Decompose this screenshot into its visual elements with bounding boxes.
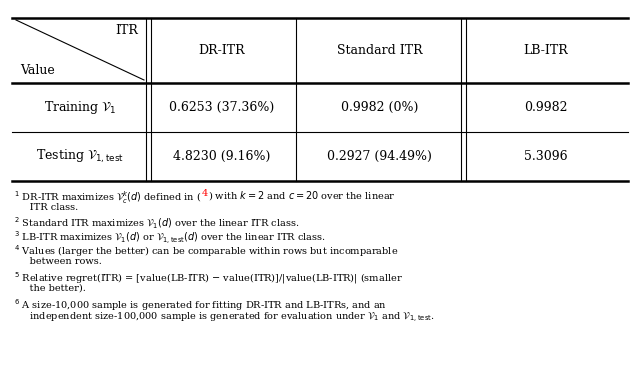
Text: $^5$ Relative regret(ITR) = [value(LB-ITR) $-$ value(ITR)]/|value(LB-ITR)| (smal: $^5$ Relative regret(ITR) = [value(LB-IT… bbox=[14, 270, 403, 286]
Text: the better).: the better). bbox=[14, 283, 86, 292]
Text: 0.6253 (37.36%): 0.6253 (37.36%) bbox=[170, 101, 275, 114]
Text: ITR: ITR bbox=[115, 24, 138, 37]
Text: ITR class.: ITR class. bbox=[14, 203, 78, 211]
Text: Testing $\mathcal{V}_{1,\mathrm{test}}$: Testing $\mathcal{V}_{1,\mathrm{test}}$ bbox=[36, 148, 124, 165]
Text: $^3$ LB-ITR maximizes $\mathcal{V}_1(d)$ or $\mathcal{V}_{1,\mathrm{test}}(d)$ o: $^3$ LB-ITR maximizes $\mathcal{V}_1(d)$… bbox=[14, 229, 326, 247]
Text: ) with $k = 2$ and $c = 20$ over the linear: ) with $k = 2$ and $c = 20$ over the lin… bbox=[207, 189, 396, 202]
Text: $^2$ Standard ITR maximizes $\mathcal{V}_1(d)$ over the linear ITR class.: $^2$ Standard ITR maximizes $\mathcal{V}… bbox=[14, 216, 300, 231]
Text: 0.9982: 0.9982 bbox=[524, 101, 567, 114]
Text: 4.8230 (9.16%): 4.8230 (9.16%) bbox=[173, 150, 271, 163]
Text: Value: Value bbox=[20, 64, 55, 77]
Text: $^1$ DR-ITR maximizes $\mathcal{V}_c^k(d)$ defined in (: $^1$ DR-ITR maximizes $\mathcal{V}_c^k(d… bbox=[14, 189, 202, 206]
Text: Standard ITR: Standard ITR bbox=[337, 44, 422, 57]
Text: $^4$ Values (larger the better) can be comparable within rows but incomparable: $^4$ Values (larger the better) can be c… bbox=[14, 243, 398, 259]
Text: $^6$ A size-10,000 sample is generated for fitting DR-ITR and LB-ITRs, and an: $^6$ A size-10,000 sample is generated f… bbox=[14, 297, 387, 313]
Text: between rows.: between rows. bbox=[14, 257, 102, 266]
Text: 0.2927 (94.49%): 0.2927 (94.49%) bbox=[327, 150, 432, 163]
Text: DR-ITR: DR-ITR bbox=[198, 44, 245, 57]
Text: 5.3096: 5.3096 bbox=[524, 150, 567, 163]
Text: Training $\mathcal{V}_1$: Training $\mathcal{V}_1$ bbox=[44, 99, 116, 116]
Text: 0.9982 (0%): 0.9982 (0%) bbox=[341, 101, 418, 114]
Text: LB-ITR: LB-ITR bbox=[523, 44, 568, 57]
Text: 4: 4 bbox=[202, 189, 207, 198]
Text: independent size-100,000 sample is generated for evaluation under $\mathcal{V}_1: independent size-100,000 sample is gener… bbox=[14, 310, 435, 325]
